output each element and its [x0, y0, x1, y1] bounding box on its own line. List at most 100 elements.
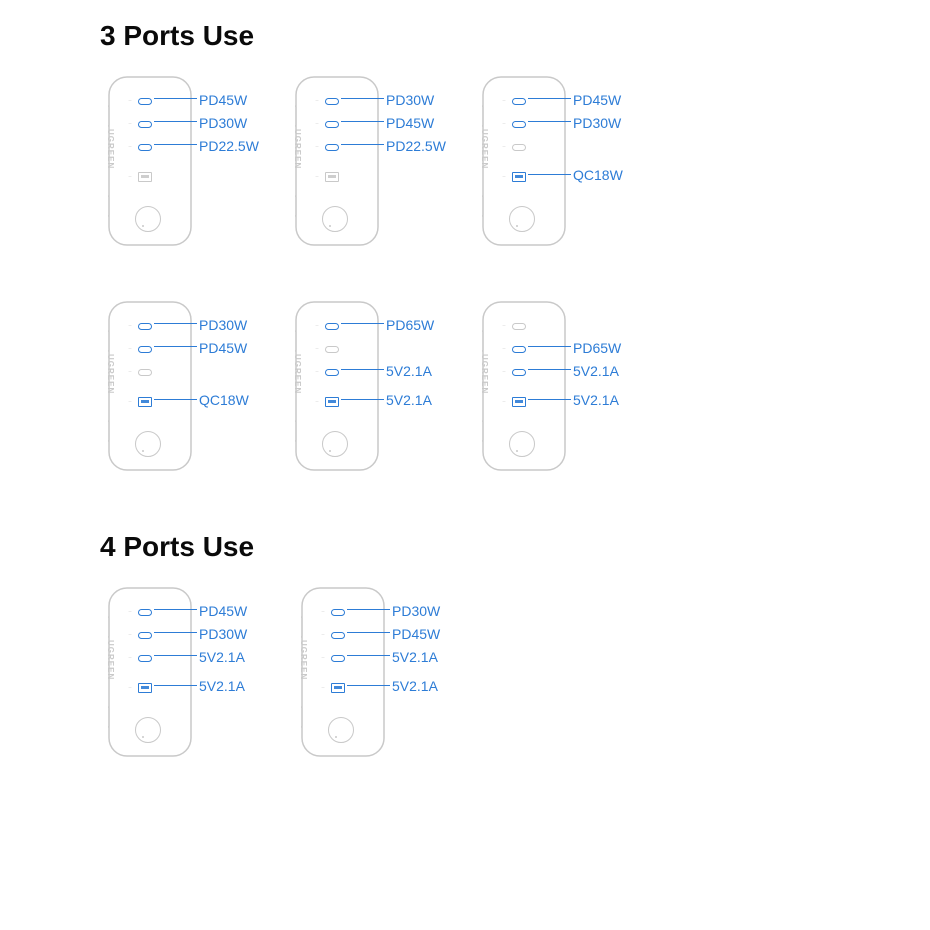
usb-c-icon [512, 144, 526, 151]
charger-diagram: UGREEN···PD45W···PD30W······QC18W [482, 76, 566, 246]
port-row: ···5V2.1A [331, 651, 345, 665]
usb-c-icon [138, 632, 152, 639]
port-power-label: PD45W [199, 92, 247, 108]
port-group: ···PD30W···PD45W······QC18W [138, 319, 152, 410]
port-tick-marks: ··· [502, 176, 505, 179]
leader-line [154, 399, 197, 400]
port-tick-marks: ··· [315, 123, 318, 126]
usb-a-port-icon: ··· [138, 397, 152, 407]
charger-row: UGREEN···PD45W···PD30W···PD22.5W··· UGRE… [108, 76, 830, 471]
usb-c-port-icon: ··· [512, 323, 526, 330]
charger-diagram: UGREEN···PD45W···PD30W···PD22.5W··· [108, 76, 192, 246]
usb-c-port-icon: ··· [331, 632, 345, 639]
port-row: ··· [512, 140, 526, 154]
brand-text: UGREEN [299, 640, 308, 680]
charger-diagram: UGREEN······PD65W···5V2.1A···5V2.1A [482, 301, 566, 471]
usb-a-port-icon: ··· [138, 683, 152, 693]
usb-a-icon [138, 172, 152, 182]
usb-c-port-icon: ··· [331, 655, 345, 662]
port-row: ···5V2.1A [138, 680, 152, 696]
port-tick-marks: ··· [128, 100, 131, 103]
brand-text: UGREEN [106, 129, 115, 169]
port-power-label: 5V2.1A [386, 363, 432, 379]
port-tick-marks: ··· [315, 371, 318, 374]
usb-c-icon [138, 323, 152, 330]
leader-line [154, 346, 197, 347]
leader-line [347, 685, 390, 686]
usb-a-icon [331, 683, 345, 693]
power-button-icon [322, 206, 348, 232]
port-tick-marks: ··· [128, 176, 131, 179]
charger-diagram: UGREEN···PD45W···PD30W···5V2.1A···5V2.1A [108, 587, 192, 757]
usb-c-icon [512, 98, 526, 105]
port-row: ···5V2.1A [331, 680, 345, 696]
port-row: ···QC18W [512, 169, 526, 185]
port-tick-marks: ··· [128, 687, 131, 690]
leader-line [347, 655, 390, 656]
port-power-label: 5V2.1A [392, 678, 438, 694]
port-row: ···5V2.1A [512, 365, 526, 379]
port-power-label: PD65W [386, 317, 434, 333]
leader-line [154, 632, 197, 633]
power-button-icon [322, 431, 348, 457]
usb-c-port-icon: ··· [325, 144, 339, 151]
port-tick-marks: ··· [315, 146, 318, 149]
leader-line [154, 98, 197, 99]
usb-c-icon [138, 369, 152, 376]
port-tick-marks: ··· [315, 176, 318, 179]
port-row: ···PD65W [512, 342, 526, 356]
port-group: ···PD45W···PD30W···5V2.1A···5V2.1A [138, 605, 152, 696]
port-row: ···5V2.1A [325, 365, 339, 379]
port-tick-marks: ··· [128, 401, 131, 404]
port-group: ···PD30W···PD45W···5V2.1A···5V2.1A [331, 605, 345, 696]
usb-c-port-icon: ··· [138, 632, 152, 639]
usb-a-icon [138, 397, 152, 407]
port-row: ···PD30W [325, 94, 339, 108]
leader-line [347, 632, 390, 633]
usb-a-port-icon: ··· [138, 172, 152, 182]
port-tick-marks: ··· [321, 687, 324, 690]
power-button-icon [135, 206, 161, 232]
usb-c-icon [138, 655, 152, 662]
usb-c-icon [512, 369, 526, 376]
port-tick-marks: ··· [128, 634, 131, 637]
usb-c-icon [512, 121, 526, 128]
usb-a-icon [325, 397, 339, 407]
leader-line [347, 609, 390, 610]
port-row: ···QC18W [138, 394, 152, 410]
usb-c-port-icon: ··· [512, 121, 526, 128]
usb-a-icon [512, 397, 526, 407]
section-title: 3 Ports Use [100, 20, 830, 52]
leader-line [154, 121, 197, 122]
usb-a-icon [138, 683, 152, 693]
port-group: ···PD45W···PD30W······QC18W [512, 94, 526, 185]
port-row: ···PD45W [138, 94, 152, 108]
brand-text: UGREEN [480, 129, 489, 169]
port-power-label: PD45W [386, 115, 434, 131]
port-group: ···PD65W······5V2.1A···5V2.1A [325, 319, 339, 410]
usb-c-port-icon: ··· [325, 346, 339, 353]
port-tick-marks: ··· [128, 657, 131, 660]
port-power-label: PD65W [573, 340, 621, 356]
leader-line [154, 323, 197, 324]
section: 3 Ports Use UGREEN···PD45W···PD30W···PD2… [100, 20, 830, 471]
port-power-label: PD45W [199, 340, 247, 356]
usb-c-icon [325, 144, 339, 151]
port-row: ···PD30W [331, 605, 345, 619]
usb-c-port-icon: ··· [325, 369, 339, 376]
usb-c-icon [138, 121, 152, 128]
usb-c-icon [325, 98, 339, 105]
usb-a-port-icon: ··· [512, 172, 526, 182]
usb-c-icon [512, 346, 526, 353]
usb-c-icon [325, 346, 339, 353]
port-power-label: QC18W [573, 167, 623, 183]
power-button-icon [135, 431, 161, 457]
usb-c-icon [512, 323, 526, 330]
port-row: ···PD45W [512, 94, 526, 108]
leader-line [341, 323, 384, 324]
charger-row: UGREEN···PD45W···PD30W···5V2.1A···5V2.1A… [108, 587, 830, 757]
usb-a-icon [325, 172, 339, 182]
usb-c-port-icon: ··· [138, 323, 152, 330]
brand-text: UGREEN [293, 129, 302, 169]
leader-line [154, 655, 197, 656]
